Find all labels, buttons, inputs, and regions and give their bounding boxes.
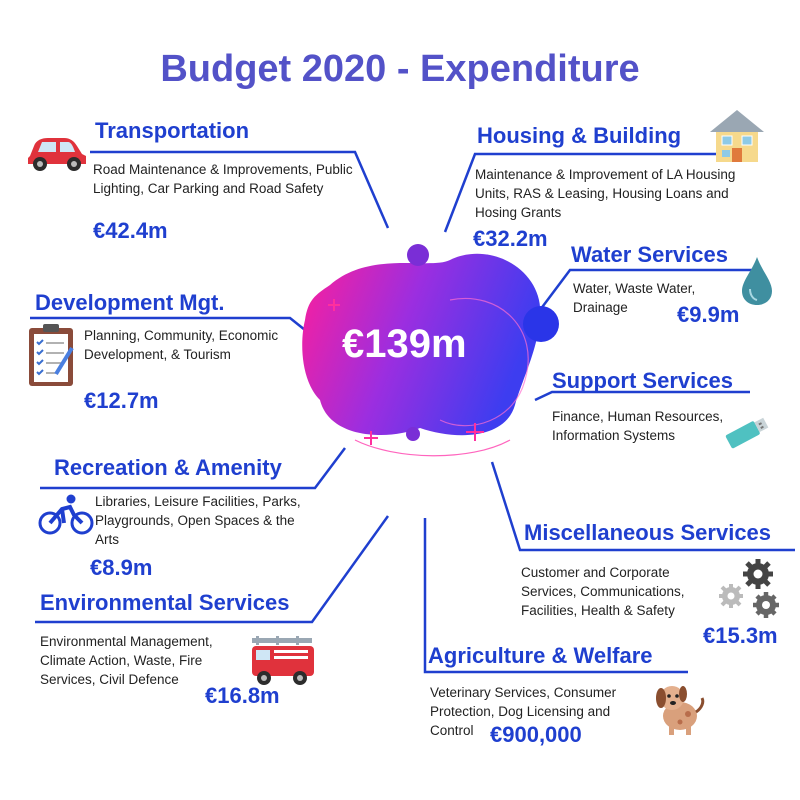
line-support xyxy=(534,390,750,402)
amount-transportation: €42.4m xyxy=(93,218,168,243)
purple-dot-bottom xyxy=(406,427,420,441)
line-water xyxy=(539,268,752,311)
purple-dot-top xyxy=(407,244,429,266)
water-drop-icon xyxy=(742,257,772,305)
amount-water: €9.9m xyxy=(677,302,740,327)
category-recreation: Recreation & Amenity xyxy=(54,455,282,480)
category-agriculture: Agriculture & Welfare xyxy=(428,643,653,668)
page-title: Budget 2020 - Expenditure xyxy=(160,48,640,90)
category-miscellaneous: Miscellaneous Services xyxy=(524,520,772,545)
category-support: Support Services xyxy=(552,368,733,393)
description-water: Water, Waste Water, Drainage xyxy=(573,281,696,315)
category-development: Development Mgt. xyxy=(35,290,225,315)
line-agriculture xyxy=(423,518,688,674)
connector-lines xyxy=(30,150,795,674)
category-transportation: Transportation xyxy=(95,118,250,143)
amount-miscellaneous: €15.3m xyxy=(703,623,778,648)
category-water: Water Services xyxy=(571,242,728,267)
line-recreation xyxy=(40,447,346,490)
cyclist-icon xyxy=(38,494,94,535)
amount-recreation: €8.9m xyxy=(90,555,153,580)
description-development: Planning, Community, Economic Developmen… xyxy=(84,328,279,362)
description-environmental: Environmental Management, Climate Action… xyxy=(40,634,213,687)
description-miscellaneous: Customer and Corporate Services, Communi… xyxy=(521,565,685,618)
line-transportation xyxy=(90,150,390,229)
amount-housing: €32.2m xyxy=(473,226,548,251)
category-housing: Housing & Building xyxy=(477,123,682,148)
plus-marks xyxy=(328,299,484,445)
usb-stick-icon xyxy=(725,417,769,449)
fire-engine-icon xyxy=(252,636,314,685)
amount-development: €12.7m xyxy=(84,388,159,413)
line-development xyxy=(30,316,306,331)
house-icon xyxy=(710,110,764,162)
description-recreation: Libraries, Leisure Facilities, Parks, Pl… xyxy=(95,494,301,547)
total-amount: €139m xyxy=(342,322,467,366)
description-housing: Maintenance & Improvement of LA Housing … xyxy=(475,167,736,220)
description-support: Finance, Human Resources, Information Sy… xyxy=(552,409,724,443)
gears-icon xyxy=(719,559,779,618)
clipboard-icon xyxy=(29,324,74,386)
amount-agriculture: €900,000 xyxy=(490,722,582,747)
category-environmental: Environmental Services xyxy=(40,590,290,615)
line-misc xyxy=(490,461,795,552)
dog-icon xyxy=(656,686,705,735)
car-icon xyxy=(28,138,86,171)
description-agriculture: Veterinary Services, Consumer Protection… xyxy=(430,685,617,738)
blue-dot-right xyxy=(523,306,559,342)
line-environmental xyxy=(35,515,390,624)
description-transportation: Road Maintenance & Improvements, Public … xyxy=(93,162,353,196)
line-housing xyxy=(443,152,730,233)
central-blob xyxy=(302,253,541,457)
amount-environmental: €16.8m xyxy=(205,683,280,708)
